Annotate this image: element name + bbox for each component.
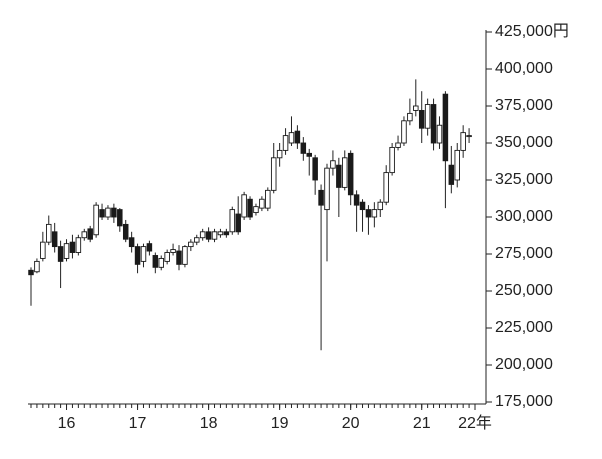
candle-body [265, 189, 271, 209]
candle-body [164, 252, 170, 262]
candle-body [122, 223, 129, 240]
candle-body [75, 237, 82, 253]
candle-body [247, 198, 253, 218]
candle-body [235, 213, 241, 233]
candle-body [383, 172, 389, 203]
candle-body [365, 209, 372, 218]
y-tick-label: 300,000 [495, 208, 553, 225]
candle-body [117, 209, 123, 227]
candle-body [128, 237, 135, 248]
candle-body [199, 231, 206, 239]
x-tick-label: 18 [200, 415, 218, 432]
candle-body [217, 231, 224, 236]
candle-body [288, 132, 295, 144]
candle-body [51, 231, 58, 248]
candle-body [188, 241, 194, 248]
candle-body [342, 157, 348, 188]
candle-body [430, 104, 437, 144]
candle-body [336, 164, 342, 188]
candle-body [466, 135, 472, 138]
y-tick-label: 375,000 [495, 97, 553, 114]
candle-body [146, 243, 153, 252]
candle-body [276, 149, 283, 159]
y-tick-label: 350,000 [495, 134, 553, 151]
candle-body [176, 250, 182, 265]
candle-body [324, 167, 330, 211]
candle-body [395, 142, 401, 148]
candle-body [40, 241, 46, 259]
candle-body [300, 142, 307, 154]
candle-body [253, 206, 259, 214]
candle-body [418, 109, 425, 129]
candle-body [371, 209, 378, 218]
candle-body [152, 255, 159, 268]
candle-body [63, 243, 70, 259]
candle-body [87, 228, 93, 240]
x-tick-label: 17 [129, 415, 147, 432]
candle-body [294, 130, 301, 144]
candle-body [377, 201, 384, 211]
candle-body [223, 231, 230, 236]
candle-body [182, 246, 188, 265]
candle-body [158, 257, 164, 268]
candle-body [448, 164, 455, 185]
candle-body [81, 231, 88, 239]
x-tick-label: 19 [271, 415, 289, 432]
x-tick-label: 21 [413, 415, 431, 432]
candle-body [353, 194, 360, 206]
candle-body [134, 246, 141, 265]
candle-body [270, 157, 277, 191]
candle-body [424, 104, 431, 129]
candle-body [69, 241, 76, 253]
candle-body [413, 105, 419, 111]
candle-body [318, 189, 324, 206]
candle-body [57, 246, 64, 262]
candle-body [46, 223, 52, 243]
candle-body [241, 194, 247, 218]
candle-body [442, 93, 449, 162]
y-tick-label: 425,000円 [495, 23, 569, 40]
y-tick-label: 325,000 [495, 171, 553, 188]
x-tick-label: 16 [58, 415, 76, 432]
candle-body [436, 124, 443, 144]
y-tick-label: 400,000 [495, 60, 553, 77]
candle-body [407, 112, 413, 122]
y-tick-label: 200,000 [495, 356, 553, 373]
candle-body [111, 207, 117, 218]
candle-body [170, 249, 176, 253]
candle-body [306, 152, 312, 157]
y-tick-label: 225,000 [495, 319, 553, 336]
candle-body [347, 152, 354, 196]
candle-body [229, 209, 236, 233]
y-tick-label: 275,000 [495, 245, 553, 262]
candle-body [28, 269, 34, 276]
candle-body [454, 149, 460, 181]
y-tick-label: 175,000 [495, 393, 553, 410]
candle-body [389, 146, 395, 174]
candle-body [312, 157, 318, 181]
candle-body [93, 204, 99, 236]
candle-body [282, 135, 289, 151]
candle-body [259, 198, 265, 209]
candle-body [105, 207, 111, 218]
candle-body [211, 231, 218, 240]
y-tick-label: 250,000 [495, 282, 553, 299]
candle-body [205, 231, 212, 240]
candle-body [330, 160, 336, 169]
x-tick-label: 20 [342, 415, 360, 432]
candle-body [401, 120, 407, 144]
x-tick-label: 22年 [458, 414, 492, 432]
candle-body [194, 237, 200, 243]
candle-body [99, 209, 105, 218]
candle-body [359, 201, 366, 211]
candle-body [460, 132, 466, 151]
candle-body [140, 246, 147, 262]
candle-body [34, 260, 40, 273]
